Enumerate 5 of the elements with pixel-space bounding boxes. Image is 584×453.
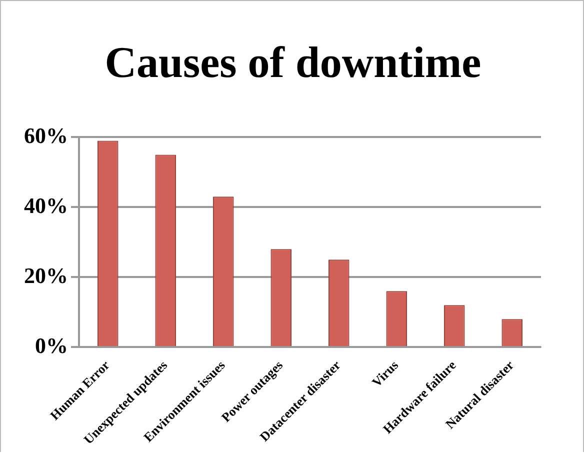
y-tick-label: 60% <box>24 122 68 148</box>
y-tick-label: 0% <box>35 332 68 358</box>
chart-title: Causes of downtime <box>104 37 482 88</box>
y-tick-label: 40% <box>24 192 68 218</box>
y-tick-label: 20% <box>24 262 68 288</box>
